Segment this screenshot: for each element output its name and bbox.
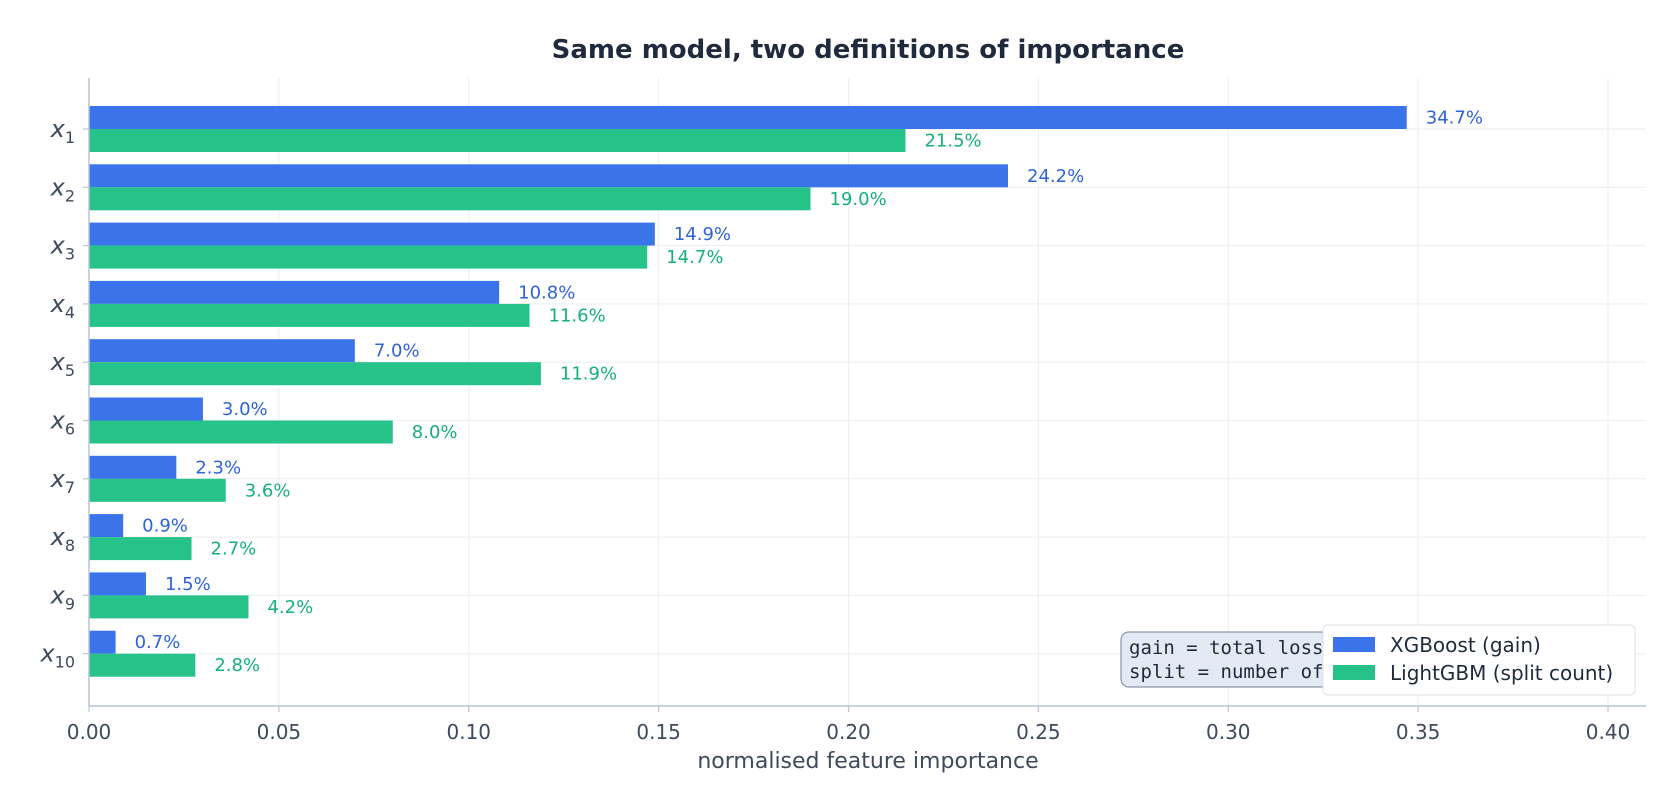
value-label-xgboost-x4: 10.8% [518,282,575,303]
x-tick-label-8: 0.40 [1586,720,1631,744]
value-label-xgboost-x6: 3.0% [222,399,268,420]
value-label-lightgbm-x4: 11.6% [549,305,606,326]
bar-xgboost-x10 [89,630,116,654]
x-tick-label-0: 0.00 [67,720,112,744]
x-tick-label-1: 0.05 [257,720,302,744]
bar-xgboost-x2 [89,164,1009,188]
bar-xgboost-x9 [89,572,146,596]
x-axis-label: normalised feature importance [697,749,1038,774]
axes [83,78,1646,712]
bar-xgboost-x3 [89,222,655,246]
value-label-xgboost-x9: 1.5% [165,574,211,595]
bars [89,106,1407,677]
value-label-lightgbm-x2: 19.0% [830,189,887,210]
value-label-lightgbm-x3: 14.7% [666,247,723,268]
bar-lightgbm-x1 [89,129,906,152]
value-label-lightgbm-x1: 21.5% [924,131,981,152]
value-label-lightgbm-x6: 8.0% [412,422,458,443]
value-label-lightgbm-x9: 4.2% [267,597,313,618]
legend-label-lightgbm: LightGBM (split count) [1390,661,1613,685]
bar-lightgbm-x4 [89,303,530,327]
bar-lightgbm-x3 [89,245,648,269]
legend-frame [1322,624,1636,696]
value-label-xgboost-x7: 2.3% [195,457,241,478]
bar-lightgbm-x9 [89,595,249,619]
bar-xgboost-x4 [89,280,500,304]
y-tick-label-x6: x6 [50,407,75,439]
y-tick-label-x10: x10 [39,640,75,672]
bar-lightgbm-x2 [89,187,811,211]
bar-lightgbm-x7 [89,478,226,502]
value-labels: 34.7% 24.2% 14.9% 10.8% 7.0% 3.0% 2.3% 0.9% 1.5%… [135,108,1483,677]
y-tick-label-x7: x7 [50,465,75,497]
y-tick-labels: x1 x2 x3 x4 x5 x6 x7 x8 x9 x10 [39,115,75,672]
bar-lightgbm-x6 [89,420,393,444]
bar-xgboost-x7 [89,455,177,479]
bar-xgboost-x5 [89,339,355,363]
y-tick-label-x2: x2 [50,173,75,205]
bar-xgboost-x1 [89,106,1407,129]
x-tick-label-4: 0.20 [826,720,871,744]
x-tick-label-6: 0.30 [1206,720,1251,744]
chart-title: Same model, two definitions of importanc… [552,35,1185,65]
y-tick-label-x1: x1 [50,115,75,147]
value-label-lightgbm-x5: 11.9% [560,364,617,385]
x-tick-label-5: 0.25 [1016,720,1061,744]
y-tick-label-x9: x9 [50,581,75,613]
bar-xgboost-x6 [89,397,203,421]
value-label-lightgbm-x7: 3.6% [245,480,291,501]
bar-lightgbm-x8 [89,537,192,561]
legend-label-xgboost: XGBoost (gain) [1390,633,1541,657]
bar-lightgbm-x10 [89,653,196,677]
x-tick-labels: 0.00 0.05 0.10 0.15 0.20 0.25 0.30 0.35 0.40 [67,720,1631,744]
bar-xgboost-x8 [89,514,124,538]
y-tick-label-x3: x3 [50,232,75,264]
legend-swatch-lightgbm [1333,665,1375,680]
bar-lightgbm-x5 [89,362,541,386]
y-tick-label-x5: x5 [50,348,75,380]
x-tick-label-2: 0.10 [446,720,491,744]
value-label-xgboost-x2: 24.2% [1027,166,1084,187]
value-label-xgboost-x1: 34.7% [1426,108,1483,129]
value-label-xgboost-x5: 7.0% [374,341,420,362]
x-tick-label-7: 0.35 [1396,720,1441,744]
y-tick-label-x8: x8 [50,523,75,555]
value-label-lightgbm-x10: 2.8% [214,655,260,676]
legend: XGBoost (gain) LightGBM (split count) [1322,624,1636,696]
legend-swatch-xgboost [1333,637,1375,652]
x-tick-label-3: 0.15 [636,720,681,744]
value-label-lightgbm-x8: 2.7% [211,539,257,560]
y-tick-label-x4: x4 [50,290,75,322]
value-label-xgboost-x3: 14.9% [674,224,731,245]
value-label-xgboost-x8: 0.9% [142,516,188,537]
value-label-xgboost-x10: 0.7% [135,632,181,653]
